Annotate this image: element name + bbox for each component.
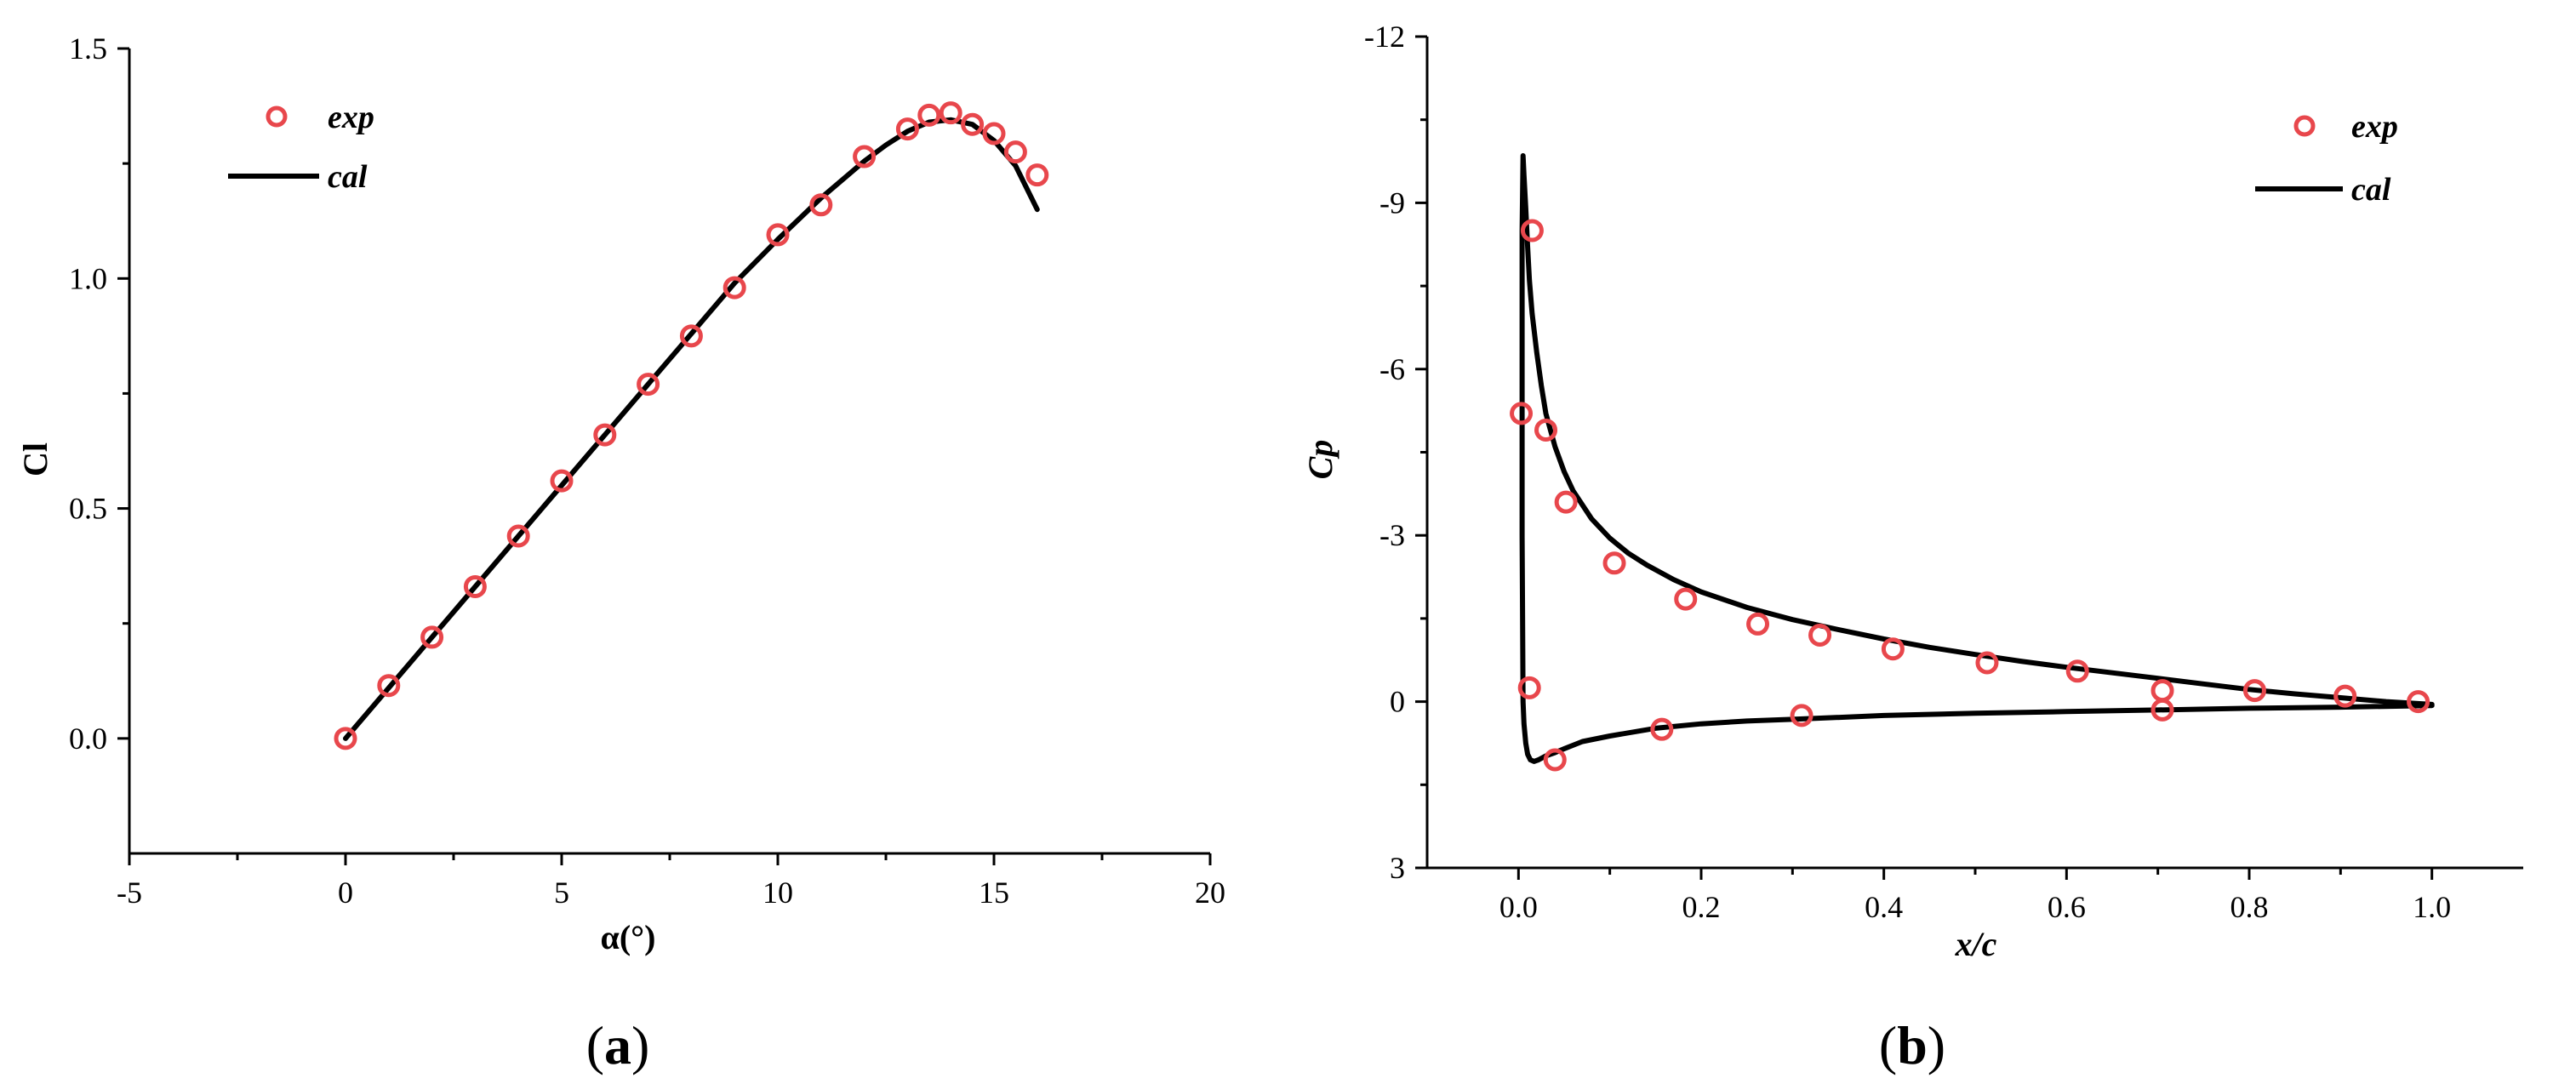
exp-point bbox=[766, 223, 790, 247]
exp-point bbox=[334, 727, 357, 750]
exp-point bbox=[1746, 612, 1770, 636]
chart-b-x-axis-title: x/c bbox=[1955, 925, 1997, 963]
exp-point bbox=[1003, 140, 1027, 164]
exp-point bbox=[1554, 490, 1578, 514]
chart-b-cal-line bbox=[1519, 153, 2435, 764]
exp-point bbox=[853, 145, 877, 168]
x-tick-label: 0 bbox=[338, 876, 353, 910]
x-tick-label: 20 bbox=[1195, 876, 1225, 910]
exp-point bbox=[1510, 402, 1534, 425]
exp-point bbox=[2333, 684, 2357, 708]
legend-exp-label: exp bbox=[2351, 109, 2398, 145]
legend-exp-marker-icon bbox=[2293, 115, 2316, 137]
exp-point bbox=[1881, 637, 1905, 661]
exp-point bbox=[1674, 587, 1698, 611]
chart-a-legend: exp cal bbox=[228, 100, 374, 195]
legend-cal-label: cal bbox=[2351, 172, 2391, 208]
exp-point bbox=[723, 276, 746, 300]
exp-point bbox=[809, 193, 833, 217]
exp-point bbox=[1517, 676, 1541, 699]
exp-point bbox=[2242, 679, 2266, 703]
cal-line bbox=[343, 117, 1040, 741]
exp-point bbox=[2065, 659, 2089, 683]
chart-b-legend: exp cal bbox=[2255, 109, 2398, 208]
exp-point bbox=[2150, 698, 2174, 722]
exp-point bbox=[2407, 690, 2430, 714]
exp-point bbox=[1975, 651, 1999, 675]
y-tick-label: -3 bbox=[1379, 518, 1405, 552]
exp-point bbox=[1543, 748, 1567, 772]
y-tick-label: -9 bbox=[1379, 185, 1405, 220]
chart-a-y-axis-title: Cl bbox=[16, 442, 54, 476]
x-tick-label: 0.0 bbox=[1499, 890, 1538, 924]
exp-point bbox=[1790, 704, 1813, 727]
y-tick-label: 0.0 bbox=[69, 722, 107, 756]
exp-point bbox=[463, 574, 487, 598]
y-tick-label: 0.5 bbox=[69, 492, 107, 526]
y-tick-label: -6 bbox=[1379, 352, 1405, 386]
x-tick-label: 0.6 bbox=[2048, 890, 2086, 924]
exp-point bbox=[961, 112, 985, 136]
cal-line bbox=[1519, 153, 2435, 764]
exp-point bbox=[1650, 717, 1674, 741]
chart-b: 0.0 0.2 0.4 0.6 0.8 1.0 -12 -9 -6 -3 0 3 exp cal x/… bbox=[1301, 20, 2523, 1075]
chart-a-axes: -5 0 5 10 15 20 0.0 0.5 1.0 1.5 bbox=[69, 31, 1225, 910]
exp-point bbox=[1602, 551, 1626, 575]
legend-exp-marker-icon bbox=[266, 106, 288, 128]
chart-a-panel-label: (a) bbox=[586, 1015, 650, 1075]
exp-point bbox=[1520, 219, 1544, 242]
exp-point bbox=[939, 101, 962, 125]
chart-b-axes: 0.0 0.2 0.4 0.6 0.8 1.0 -12 -9 -6 -3 0 3 bbox=[1364, 20, 2523, 924]
chart-a-x-axis-title: α(°) bbox=[601, 918, 656, 956]
y-tick-label: -12 bbox=[1364, 20, 1405, 54]
exp-point bbox=[982, 122, 1006, 145]
chart-a: -5 0 5 10 15 20 0.0 0.5 1.0 1.5 exp cal α(°) Cl (… bbox=[16, 31, 1225, 1075]
chart-b-exp-markers bbox=[1510, 219, 2430, 772]
exp-point bbox=[550, 469, 574, 493]
exp-point bbox=[377, 674, 401, 698]
exp-point bbox=[1025, 163, 1049, 187]
x-tick-label: 5 bbox=[554, 876, 569, 910]
chart-a-cal-line bbox=[343, 117, 1040, 741]
exp-point bbox=[420, 625, 444, 649]
x-tick-label: 15 bbox=[979, 876, 1009, 910]
exp-point bbox=[2150, 679, 2174, 703]
exp-point bbox=[1808, 623, 1832, 647]
chart-a-exp-markers bbox=[334, 101, 1049, 750]
exp-point bbox=[917, 103, 941, 127]
y-tick-label: 1.0 bbox=[69, 261, 107, 295]
x-tick-label: 1.0 bbox=[2413, 890, 2451, 924]
y-tick-label: 0 bbox=[1390, 685, 1405, 719]
x-tick-label: 0.8 bbox=[2230, 890, 2269, 924]
exp-point bbox=[1534, 418, 1558, 442]
chart-b-panel-label: (b) bbox=[1879, 1015, 1945, 1075]
x-tick-label: -5 bbox=[117, 876, 142, 910]
legend-exp-label: exp bbox=[328, 100, 374, 135]
exp-point bbox=[679, 324, 703, 348]
x-tick-label: 0.4 bbox=[1865, 890, 1903, 924]
x-tick-label: 0.2 bbox=[1682, 890, 1721, 924]
chart-b-y-axis-title: Cp bbox=[1301, 440, 1339, 480]
legend-cal-label: cal bbox=[328, 159, 368, 195]
x-tick-label: 10 bbox=[763, 876, 793, 910]
exp-point bbox=[593, 423, 617, 447]
exp-point bbox=[637, 373, 660, 397]
y-tick-label: 1.5 bbox=[69, 31, 107, 66]
exp-point bbox=[895, 117, 919, 141]
exp-point bbox=[506, 524, 530, 548]
y-tick-label: 3 bbox=[1390, 851, 1405, 885]
